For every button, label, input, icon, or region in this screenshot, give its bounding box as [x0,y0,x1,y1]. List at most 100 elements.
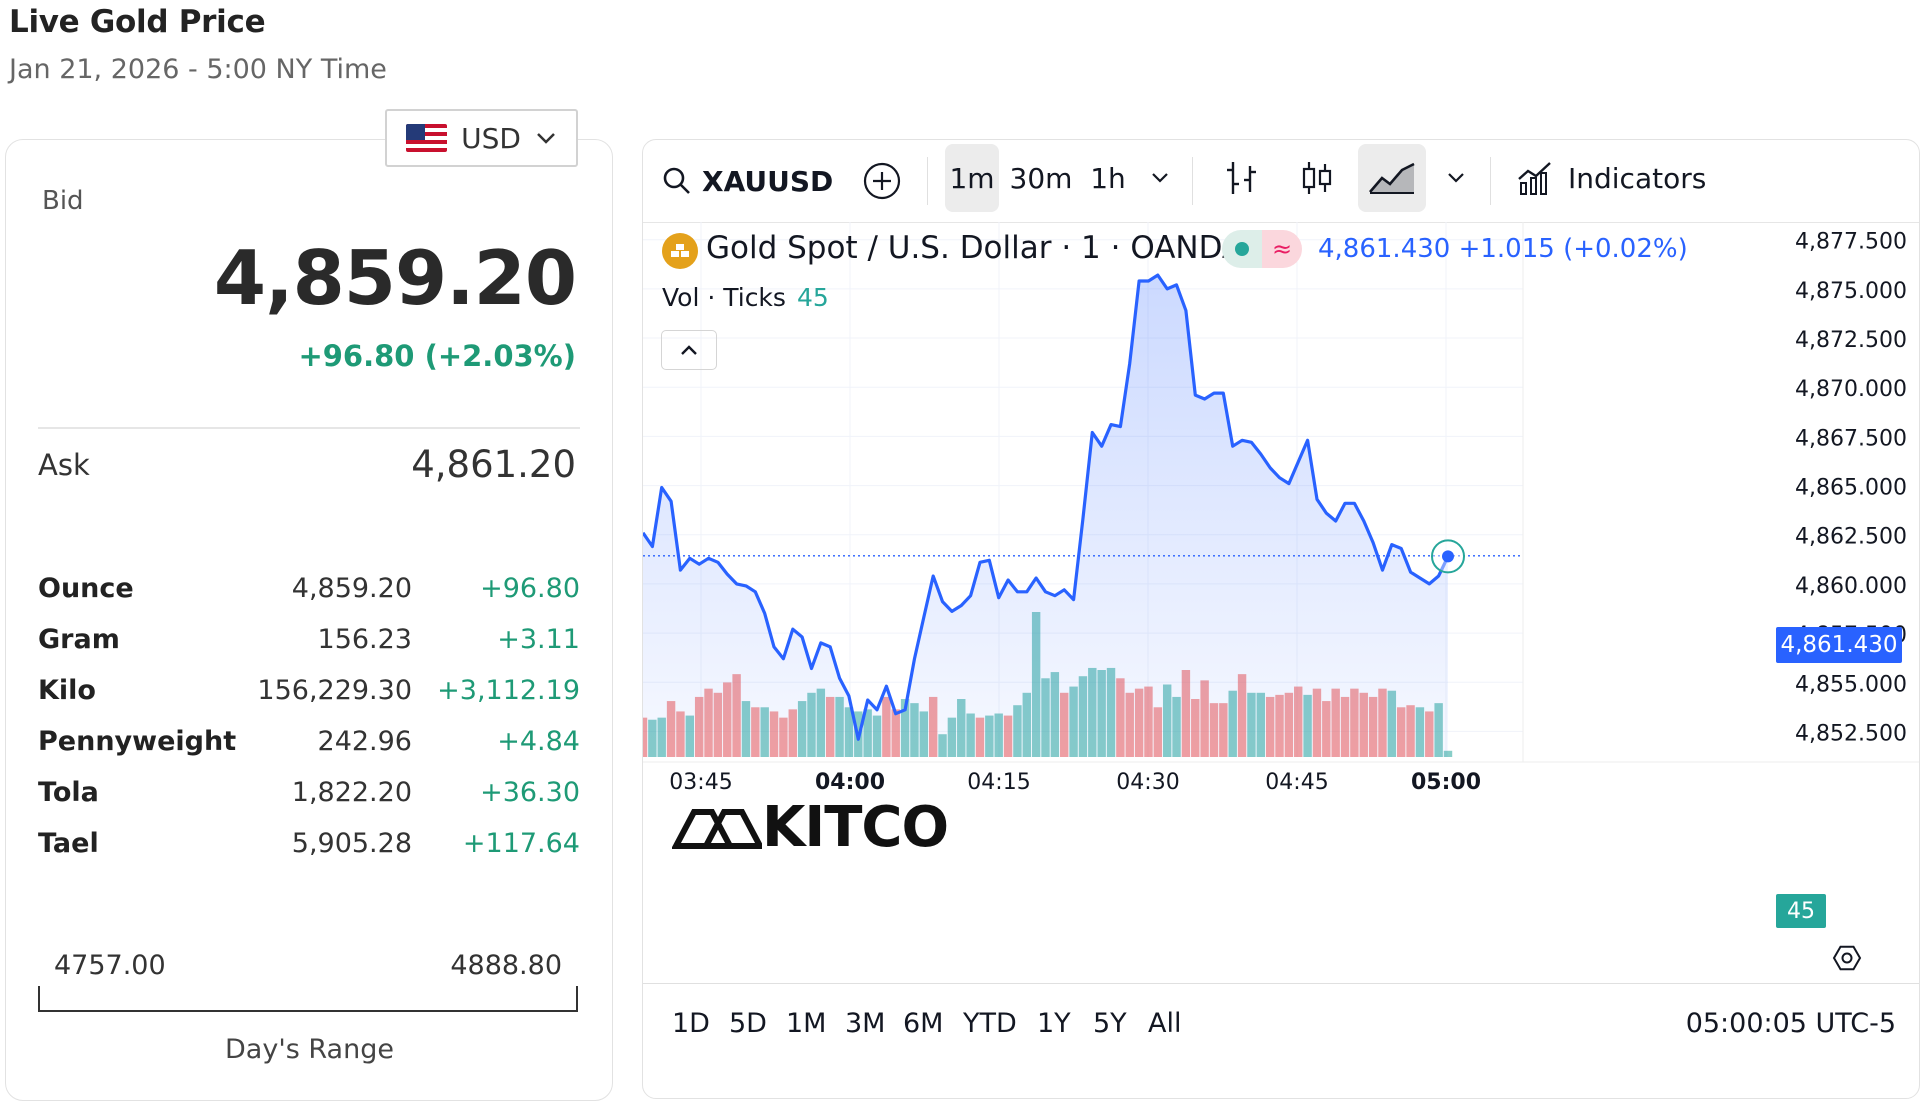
range-all[interactable]: All [1148,1008,1182,1039]
kitco-wordmark: KITCO [762,795,949,860]
us-flag-icon [406,124,448,152]
chart-toolbar [643,140,1919,223]
plus-circle-icon [863,162,901,200]
weight-change: +36.30 [480,777,580,808]
candlestick-icon [1302,162,1332,194]
x-tick-label: 04:15 [967,770,1030,795]
indicators-label: Indicators [1568,161,1707,195]
bid-value: 4,859.20 [213,234,577,322]
weight-name: Tael [38,828,99,859]
toolbar-separator [1490,157,1491,205]
area-chart-icon [1369,162,1415,194]
bid-change: +96.80 (+2.03%) [298,339,576,373]
x-tick-label: 03:45 [669,770,732,795]
interval-dropdown[interactable] [1140,144,1180,212]
price-area [643,275,1448,757]
indicators-icon [1518,162,1551,195]
currency-select-value: USD [461,121,521,155]
range-6m[interactable]: 6M [903,1008,944,1039]
y-tick-label: 4,870.000 [1795,377,1907,402]
y-axis: 4,877.500 4,875.000 4,872.500 4,870.000 4,86… [1795,230,1907,747]
toolbar-separator [1192,157,1193,205]
page-title: Live Gold Price [9,4,266,40]
range-bar [643,983,1919,1074]
weight-row-kilo: Kilo 156,229.30 +3,112.19 [38,675,580,715]
volume-legend-value: 45 [797,283,829,312]
weight-name: Kilo [38,675,96,706]
y-tick-label: 4,860.000 [1795,574,1907,599]
weight-row-tola: Tola 1,822.20 +36.30 [38,777,580,817]
weight-price: 156,229.30 [257,675,412,706]
divider [38,427,580,429]
area-chart-type-button[interactable] [1358,144,1426,212]
y-tick-label: 4,855.000 [1795,672,1907,697]
interval-1h[interactable]: 1h [1090,161,1126,195]
weight-price: 4,859.20 [291,573,412,604]
symbol-label: XAUUSD [702,164,834,198]
volume-legend-label: Vol · Ticks [662,283,786,312]
chevron-down-icon [1152,173,1168,183]
compare-button[interactable] [860,156,904,206]
x-tick-label: 04:30 [1116,770,1179,795]
legend-change: +1.015 (+0.02%) [1458,234,1688,264]
x-tick-label: 05:00 [1411,770,1481,795]
weight-name: Pennyweight [38,726,237,757]
toolbar-separator [927,157,928,205]
chevron-down-icon [1448,173,1464,183]
chevron-up-icon [681,345,697,355]
weight-row-ounce: Ounce 4,859.20 +96.80 [38,573,580,613]
days-range-bar [38,986,578,1012]
range-ytd[interactable]: YTD [963,1008,1017,1039]
legend-title: Gold Spot / U.S. Dollar · 1 · OANDA [706,230,1244,266]
page-subtitle: Jan 21, 2026 - 5:00 NY Time [9,54,387,85]
weight-row-pennyweight: Pennyweight 242.96 +4.84 [38,726,580,766]
chart-clock: 05:00:05 UTC-5 [1685,1008,1896,1039]
range-3m[interactable]: 3M [845,1008,886,1039]
y-tick-label: 4,865.000 [1795,476,1907,501]
y-tick-label: 4,852.500 [1795,721,1907,746]
chart-type-dropdown[interactable] [1436,144,1476,212]
symbol-search[interactable]: XAUUSD [662,156,833,206]
currency-select[interactable]: USD [385,109,578,167]
legend-last-price: 4,861.430 [1318,234,1451,264]
range-1d[interactable]: 1D [672,1008,710,1039]
weight-price: 1,822.20 [291,777,412,808]
weight-row-gram: Gram 156.23 +3.11 [38,624,580,664]
bars-icon [1227,162,1256,194]
last-point-dot [1442,550,1454,563]
days-range-high: 4888.80 [450,950,562,981]
x-tick-label: 04:00 [815,770,885,795]
weight-name: Tola [38,777,99,808]
weight-name: Gram [38,624,120,655]
y-tick-label: 4,867.500 [1795,426,1907,451]
price-line [643,273,1450,741]
days-range-label: Day's Range [225,1034,394,1065]
collapse-legend-button[interactable] [661,330,717,370]
range-1m[interactable]: 1M [786,1008,827,1039]
weight-row-tael: Tael 5,905.28 +117.64 [38,828,580,868]
gold-symbol-logo [662,233,698,269]
legend-values: 4,861.430 +1.015 (+0.02%) [1318,234,1688,264]
delayed-data-icon: ≈ [1262,230,1302,268]
range-1y[interactable]: 1Y [1037,1008,1071,1039]
market-status-pill[interactable]: ≈ [1222,230,1302,268]
weight-change: +117.64 [462,828,580,859]
range-5y[interactable]: 5Y [1093,1008,1127,1039]
bar-chart-type-button[interactable] [1220,148,1264,208]
chevron-down-icon [537,133,555,144]
weight-price: 156.23 [317,624,412,655]
candle-chart-type-button[interactable] [1295,148,1339,208]
range-5d[interactable]: 5D [729,1008,767,1039]
weight-change: +4.84 [497,726,580,757]
weight-change: +96.80 [480,573,580,604]
kitco-logo-icon [671,809,765,849]
indicators-button[interactable]: Indicators [1516,148,1706,208]
ask-label: Ask [38,448,90,482]
interval-30m[interactable]: 30m [1009,161,1073,195]
last-price-tag: 4,861.430 [1776,627,1902,663]
price-chart[interactable]: 4,877.500 4,875.000 4,872.500 4,870.000 4,86… [643,222,1919,982]
weight-name: Ounce [38,573,134,604]
weight-change: +3,112.19 [437,675,580,706]
last-volume-tag: 45 [1776,894,1826,928]
interval-1m[interactable]: 1m [945,144,999,212]
